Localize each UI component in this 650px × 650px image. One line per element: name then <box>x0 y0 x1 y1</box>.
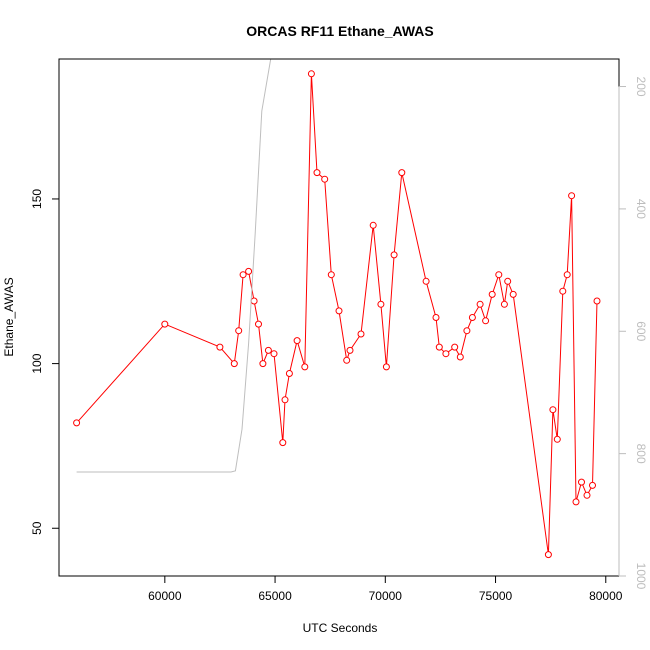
data-point <box>549 406 557 414</box>
y2-tick-label: 1000 <box>634 563 648 590</box>
data-point <box>442 350 450 358</box>
data-point <box>216 343 224 351</box>
data-point <box>245 267 253 275</box>
plot-frame <box>58 58 620 577</box>
data-point <box>456 353 464 361</box>
data-point <box>377 300 385 308</box>
data-point <box>488 290 496 298</box>
data-point <box>398 169 406 177</box>
data-point <box>500 300 508 308</box>
data-point <box>463 327 471 335</box>
data-point <box>285 370 293 377</box>
data-point <box>382 363 390 371</box>
y-axis-label: Ethane_AWAS <box>2 277 16 356</box>
data-point <box>593 297 601 305</box>
data-point <box>321 175 329 183</box>
data-point <box>559 287 567 295</box>
data-point <box>235 327 243 335</box>
data-point <box>390 251 398 259</box>
data-point <box>313 169 321 177</box>
data-point <box>161 320 169 328</box>
data-point <box>476 300 484 308</box>
secondary-series-line <box>76 59 597 473</box>
data-point <box>468 314 476 321</box>
y2-tick-label: 200 <box>634 77 648 97</box>
data-point <box>509 290 517 298</box>
data-point <box>335 307 343 315</box>
data-point <box>230 360 238 368</box>
data-point <box>250 297 258 305</box>
data-point <box>281 396 289 404</box>
data-point <box>451 343 459 351</box>
x-tick-label: 80000 <box>589 589 623 603</box>
data-point <box>553 435 561 443</box>
x-tick-label: 70000 <box>369 589 403 603</box>
y-axis: 50 100 150 <box>30 189 60 535</box>
y2-tick-label: 400 <box>634 199 648 219</box>
data-point <box>73 419 81 427</box>
y-tick-label: 50 <box>30 521 44 535</box>
y2-axis: 200 400 600 800 1000 <box>618 77 648 590</box>
data-point <box>293 337 301 345</box>
y2-tick-label: 800 <box>634 444 648 464</box>
y-tick-label: 150 <box>30 189 44 209</box>
x-tick-label: 75000 <box>479 589 513 603</box>
data-point <box>568 192 576 200</box>
data-point <box>578 478 585 486</box>
data-point <box>343 356 351 364</box>
data-point <box>279 439 287 447</box>
data-point <box>259 360 267 368</box>
y2-tick-label: 600 <box>634 321 648 341</box>
data-point <box>495 271 503 279</box>
data-point <box>435 343 443 351</box>
data-point <box>544 551 552 559</box>
data-point <box>301 363 309 371</box>
data-point <box>583 491 591 499</box>
x-tick-label: 65000 <box>258 589 292 603</box>
data-point <box>482 317 490 325</box>
series-line <box>76 73 598 555</box>
chart-title: ORCAS RF11 Ethane_AWAS <box>246 23 434 39</box>
data-point <box>327 271 335 279</box>
x-tick-label: 60000 <box>148 589 182 603</box>
data-point <box>357 330 365 338</box>
data-point <box>346 346 354 354</box>
x-axis-label: UTC Seconds <box>303 621 378 635</box>
data-point <box>369 221 377 229</box>
data-point <box>563 271 571 279</box>
data-point <box>270 350 278 358</box>
data-point <box>255 320 262 328</box>
data-point <box>432 314 440 321</box>
data-point <box>422 277 430 285</box>
data-point <box>572 498 580 506</box>
data-point <box>239 271 247 279</box>
x-axis: 60000 65000 70000 75000 80000 <box>148 575 623 603</box>
data-point <box>589 481 596 489</box>
y-tick-label: 100 <box>30 353 44 373</box>
data-point <box>307 70 315 78</box>
data-point <box>264 346 272 354</box>
data-point <box>504 277 512 285</box>
